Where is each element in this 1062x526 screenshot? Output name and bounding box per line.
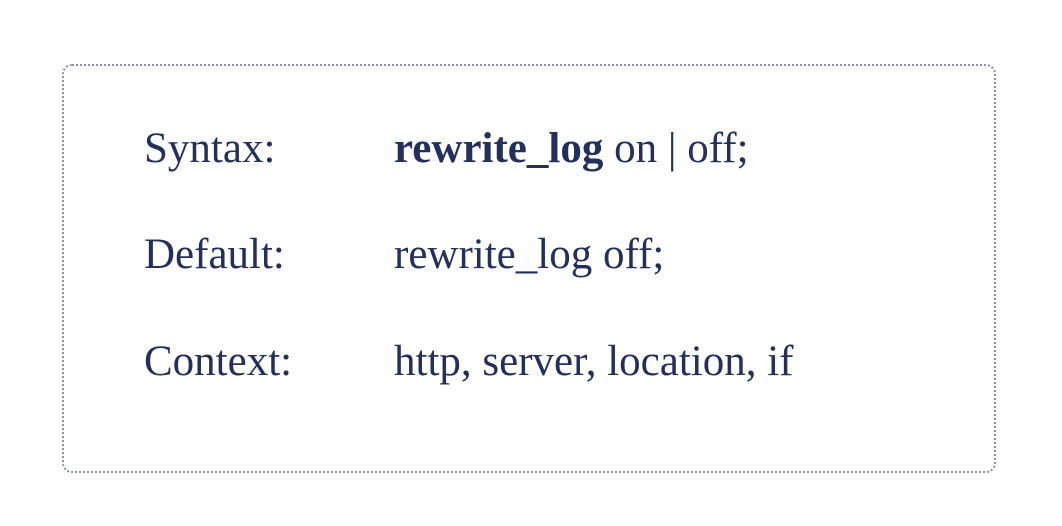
default-value: rewrite_log off; <box>394 231 665 278</box>
default-row: Default: rewrite_log off; <box>144 233 664 276</box>
syntax-label: Syntax: <box>144 125 276 172</box>
context-value: http, server, location, if <box>394 338 794 385</box>
directive-name: rewrite_log <box>394 125 604 172</box>
context-label: Context: <box>144 338 293 385</box>
directive-info-box: Syntax: rewrite_log on | off; Default: rew… <box>62 64 996 473</box>
syntax-args: on | off; <box>603 125 749 172</box>
syntax-row: Syntax: rewrite_log on | off; <box>144 127 749 170</box>
syntax-value: rewrite_log on | off; <box>394 127 749 170</box>
context-row: Context: http, server, location, if <box>144 340 794 383</box>
default-label: Default: <box>144 231 285 278</box>
